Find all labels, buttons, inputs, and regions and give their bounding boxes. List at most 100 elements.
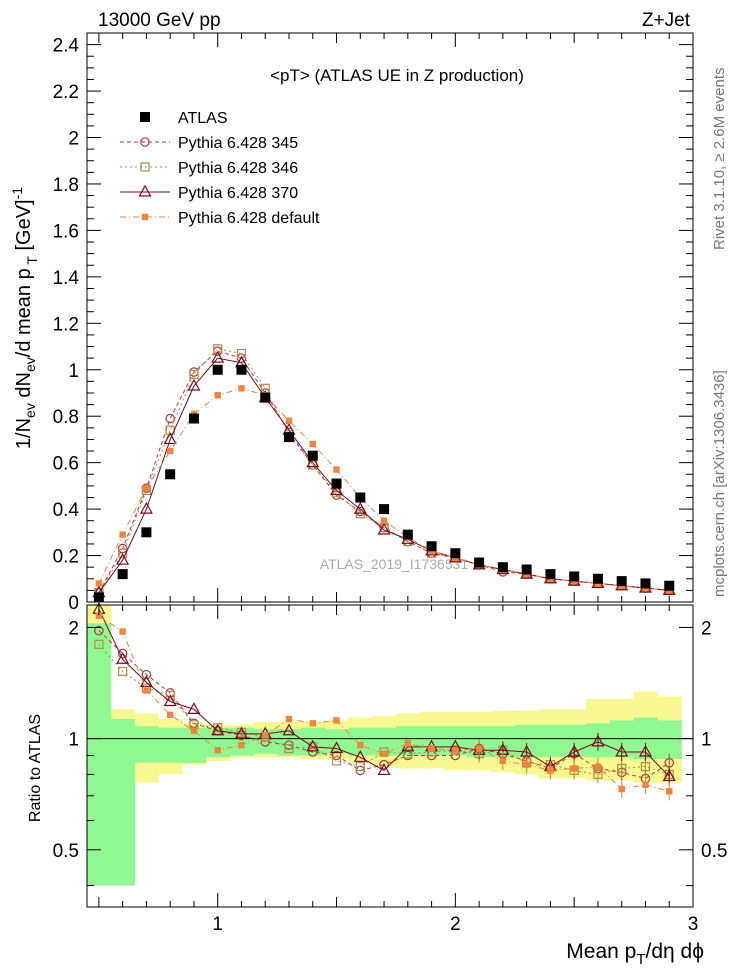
ratio-point [117, 648, 128, 659]
ratio-y-tick-label-right: 0.5 [701, 841, 727, 862]
series-point [143, 485, 150, 492]
atlas-point [545, 569, 556, 580]
series-point [189, 369, 199, 379]
ratio-point [662, 769, 676, 782]
ratio-point [380, 750, 388, 757]
ratio-point [141, 669, 152, 680]
y-tick-label: 0.4 [53, 500, 80, 521]
x-tick-label: 1 [212, 914, 223, 935]
ratio-point [452, 747, 459, 754]
ratio-point [640, 761, 651, 772]
band-inner [657, 720, 682, 760]
atlas-point [569, 571, 580, 582]
ratio-point [333, 717, 340, 724]
ratio-point [377, 763, 391, 776]
header-right: Z+Jet [642, 10, 691, 31]
atlas-point [188, 413, 199, 424]
ratio-point [618, 785, 625, 793]
legend-label: ATLAS [178, 110, 228, 127]
band-inner [277, 729, 302, 756]
ratio-point [567, 744, 581, 757]
ratio-point [666, 788, 673, 795]
ratio-point [238, 741, 245, 749]
ratio-point [285, 715, 293, 723]
atlas-point [331, 478, 342, 489]
series-point [211, 350, 225, 363]
ratio-point [116, 652, 130, 664]
ratio-point [403, 749, 413, 759]
y-tick-label: 0 [68, 593, 79, 614]
legend-label: Pythia 6.428 default [178, 210, 320, 227]
series-point [118, 548, 128, 558]
atlas-point [236, 364, 247, 375]
series-point [187, 378, 201, 391]
y-tick-label: 1.2 [53, 314, 79, 335]
series-point [214, 392, 221, 399]
ratio-y-tick-label: 1 [68, 730, 79, 751]
ratio-point [307, 747, 318, 757]
atlas-point [117, 569, 128, 580]
ratio-point [163, 694, 177, 707]
atlas-point [450, 548, 461, 559]
y-tick-label: 0.2 [53, 547, 79, 568]
atlas-point [402, 529, 413, 540]
y-tick-label: 1.4 [53, 268, 80, 289]
series-point [95, 580, 103, 587]
atlas-point [379, 504, 390, 515]
atlas-point [616, 576, 627, 587]
ratio-point [165, 690, 175, 700]
legend: ATLAS Pythia 6.428 345 Pythia 6.428 346 Pyt… [120, 110, 320, 227]
y-tick-label: 1.8 [53, 175, 79, 196]
ratio-y-axis-title: Ratio to ATLAS [27, 714, 44, 822]
legend-marker [140, 137, 150, 147]
atlas-point [474, 557, 485, 568]
ratio-point [166, 711, 174, 718]
ratio-panel: 1 2 3 0.5 0.5 1 1 2 2 [53, 33, 727, 935]
ratio-point [330, 741, 344, 754]
atlas-point [355, 492, 366, 503]
atlas-point [640, 578, 651, 589]
ratio-point [594, 763, 602, 770]
series-point [238, 385, 245, 392]
atlas-point [521, 564, 532, 575]
sidebar-mcplots-label: mcplots.cern.ch [arXiv:1306.3436] [711, 370, 728, 597]
series-point [309, 440, 316, 448]
ratio-point [282, 723, 296, 736]
series-point [377, 522, 391, 535]
band-inner [87, 623, 112, 886]
chart-title: <pT> (ATLAS UE in Z production) [270, 66, 524, 85]
ratio-point [214, 747, 221, 754]
y-axis-title: 1/Nev dNev/d mean p T [GeV]-1 [9, 187, 40, 449]
ratio-point [591, 734, 605, 747]
ratio-point [139, 675, 153, 687]
ratio-point [262, 732, 269, 739]
series-point [163, 432, 177, 445]
analysis-watermark: ATLAS_2019_I1736531 [320, 556, 469, 572]
ratio-point [119, 628, 126, 635]
ratio-point [499, 757, 507, 765]
ratio-point [638, 744, 652, 757]
ratio-point [331, 750, 342, 761]
band-inner [158, 727, 183, 763]
y-tick-label: 2.2 [53, 82, 79, 103]
y-tick-label: 1.6 [53, 221, 79, 242]
ratio-y-tick-label: 0.5 [53, 841, 79, 862]
legend-marker [140, 112, 150, 122]
ratio-point [353, 750, 367, 762]
ratio-point [428, 745, 435, 752]
ratio-point [234, 726, 248, 739]
x-tick-label: 2 [450, 914, 461, 935]
ratio-y-tick-label-right: 2 [701, 618, 712, 639]
legend-label: Pythia 6.428 346 [178, 160, 298, 177]
series-point [333, 466, 340, 473]
upper-frame [86, 32, 694, 603]
x-tick-label: 3 [688, 914, 699, 935]
ratio-point [642, 781, 649, 788]
legend-label: Pythia 6.428 345 [178, 135, 298, 152]
ratio-point [357, 741, 364, 749]
series-point [380, 517, 388, 524]
ratio-point [95, 612, 103, 620]
ratio-point [379, 759, 389, 770]
ratio-point [284, 743, 294, 754]
